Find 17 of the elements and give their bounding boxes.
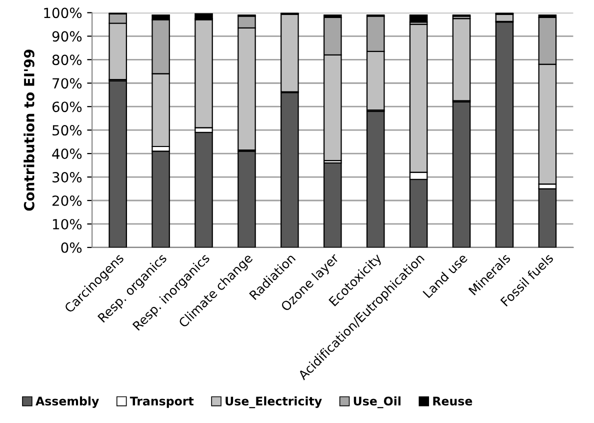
y-tick-label: 20% [52, 195, 82, 206]
y-tick-label: 80% [52, 54, 82, 66]
y-tick-label: 100% [44, 8, 82, 18]
legend-label: Reuse [433, 396, 472, 406]
y-tick-label: 10% [53, 218, 82, 230]
y-tick-label: 70% [52, 78, 82, 89]
y-tick-label: 40% [52, 148, 82, 160]
y-tick-label: 50% [52, 125, 82, 136]
y-tick-label: 0% [61, 242, 82, 253]
y-axis-title: Contribution to EI'99 [24, 50, 34, 211]
legend-label: Use_Oil [354, 396, 400, 408]
legend-label: Assembly [36, 396, 99, 408]
y-tick-label: 30% [52, 172, 82, 182]
y-tick-label: 90% [52, 31, 82, 42]
y-tick-label: 60% [52, 102, 82, 112]
legend-label: Transport [130, 396, 194, 408]
legend-label: Use_Electricity [226, 396, 322, 408]
